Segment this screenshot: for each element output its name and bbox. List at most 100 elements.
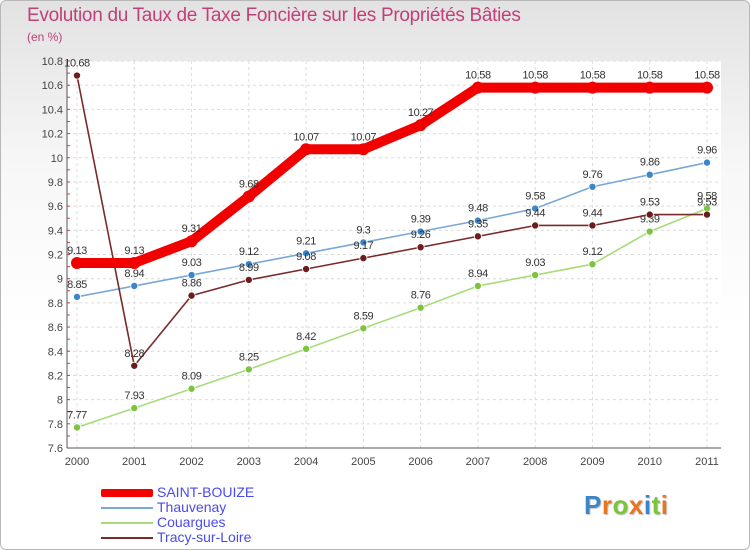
logo-letter: t xyxy=(651,490,661,520)
data-point xyxy=(73,71,82,80)
y-tick-label: 9.8 xyxy=(48,177,63,189)
x-tick-label: 2004 xyxy=(294,456,318,468)
data-label: 7.77 xyxy=(67,409,87,421)
logo-letter: P xyxy=(584,490,602,520)
data-label: 9.76 xyxy=(583,169,603,181)
data-point xyxy=(244,275,253,284)
data-point xyxy=(359,254,368,263)
data-point xyxy=(414,119,427,132)
data-label: 9.96 xyxy=(697,145,717,157)
proxiti-logo: Proxiti xyxy=(584,490,668,521)
data-point xyxy=(531,271,540,280)
data-label: 8.59 xyxy=(353,310,373,322)
data-label: 10.58 xyxy=(522,70,548,82)
data-label: 9.48 xyxy=(468,203,488,215)
data-label: 10.27 xyxy=(408,107,434,119)
data-point xyxy=(244,365,253,374)
data-label: 9.35 xyxy=(468,218,488,230)
data-point xyxy=(359,238,368,247)
legend: SAINT-BOUIZE Thauvenay Couargues Tracy-s… xyxy=(101,485,361,545)
data-point xyxy=(128,256,141,269)
data-point xyxy=(416,303,425,312)
y-tick-label: 9.2 xyxy=(48,250,63,262)
x-tick-label: 2005 xyxy=(351,456,375,468)
chart-title: Evolution du Taux de Taxe Foncière sur l… xyxy=(27,5,521,26)
y-tick-label: 7.6 xyxy=(48,443,63,455)
data-point xyxy=(531,204,540,213)
y-tick-label: 10.2 xyxy=(42,129,63,141)
y-tick-label: 9.4 xyxy=(48,225,63,237)
data-point xyxy=(471,81,484,94)
legend-label: Couargues xyxy=(157,514,226,530)
data-point xyxy=(416,243,425,252)
data-point xyxy=(187,384,196,393)
legend-item-thauvenay: Thauvenay xyxy=(101,500,361,515)
x-tick-label: 2006 xyxy=(408,456,432,468)
data-label: 10.58 xyxy=(637,70,663,82)
data-label: 10.58 xyxy=(694,70,720,82)
data-point xyxy=(473,216,482,225)
legend-swatch xyxy=(101,537,153,539)
legend-label: SAINT-BOUIZE xyxy=(157,484,255,500)
x-tick-label: 2002 xyxy=(179,456,203,468)
data-point xyxy=(244,260,253,269)
data-label: 8.99 xyxy=(239,262,259,274)
data-label: 9.39 xyxy=(640,214,660,226)
data-point xyxy=(645,170,654,179)
data-point xyxy=(586,81,599,94)
series-line xyxy=(76,207,708,429)
y-tick-label: 10.6 xyxy=(42,80,63,92)
data-label: 8.28 xyxy=(124,348,144,360)
data-label: 8.94 xyxy=(468,268,488,280)
data-label: 7.93 xyxy=(124,390,144,402)
legend-swatch xyxy=(101,522,153,524)
series-line xyxy=(76,161,708,298)
data-point xyxy=(242,190,255,203)
y-tick-label: 7.8 xyxy=(48,419,63,431)
y-tick-label: 8.2 xyxy=(48,370,63,382)
logo-letter: i xyxy=(660,490,669,520)
data-label: 9.86 xyxy=(640,157,660,169)
y-tick-label: 8.8 xyxy=(48,298,63,310)
data-point xyxy=(701,81,713,94)
data-point xyxy=(302,265,311,274)
data-point xyxy=(187,271,196,280)
data-point xyxy=(357,143,370,156)
data-label: 9.12 xyxy=(583,246,603,258)
data-point xyxy=(588,260,597,269)
legend-item-saint-bouize: SAINT-BOUIZE xyxy=(101,485,361,500)
data-point xyxy=(645,210,654,219)
data-point xyxy=(531,221,540,230)
data-point xyxy=(185,235,198,248)
x-tick-label: 2008 xyxy=(523,456,547,468)
data-label: 10.58 xyxy=(465,70,491,82)
data-label: 9.58 xyxy=(697,191,717,203)
data-label: 9.26 xyxy=(411,229,431,241)
data-point xyxy=(473,232,482,241)
data-point xyxy=(187,291,196,300)
data-label: 9.53 xyxy=(640,197,660,209)
data-label: 8.25 xyxy=(239,351,259,363)
data-label: 9.03 xyxy=(182,257,202,269)
legend-swatch xyxy=(101,489,153,497)
data-label: 9.31 xyxy=(182,223,202,235)
logo-letter: i xyxy=(643,490,652,520)
data-label: 9.17 xyxy=(353,240,373,252)
data-label: 10.07 xyxy=(293,131,319,143)
data-label: 8.85 xyxy=(67,279,87,291)
y-tick-label: 10.4 xyxy=(42,104,63,116)
logo-letter: o xyxy=(612,490,629,520)
data-label: 10.07 xyxy=(351,131,377,143)
data-point xyxy=(529,81,542,94)
data-label: 8.42 xyxy=(296,331,316,343)
y-tick-label: 9 xyxy=(57,274,63,286)
data-label: 9.3 xyxy=(356,224,370,236)
y-tick-label: 9.6 xyxy=(48,201,63,213)
data-label: 9.12 xyxy=(239,246,259,258)
x-tick-label: 2010 xyxy=(637,456,661,468)
data-label: 9.44 xyxy=(525,207,545,219)
data-point xyxy=(300,143,313,156)
legend-swatch xyxy=(101,507,153,509)
